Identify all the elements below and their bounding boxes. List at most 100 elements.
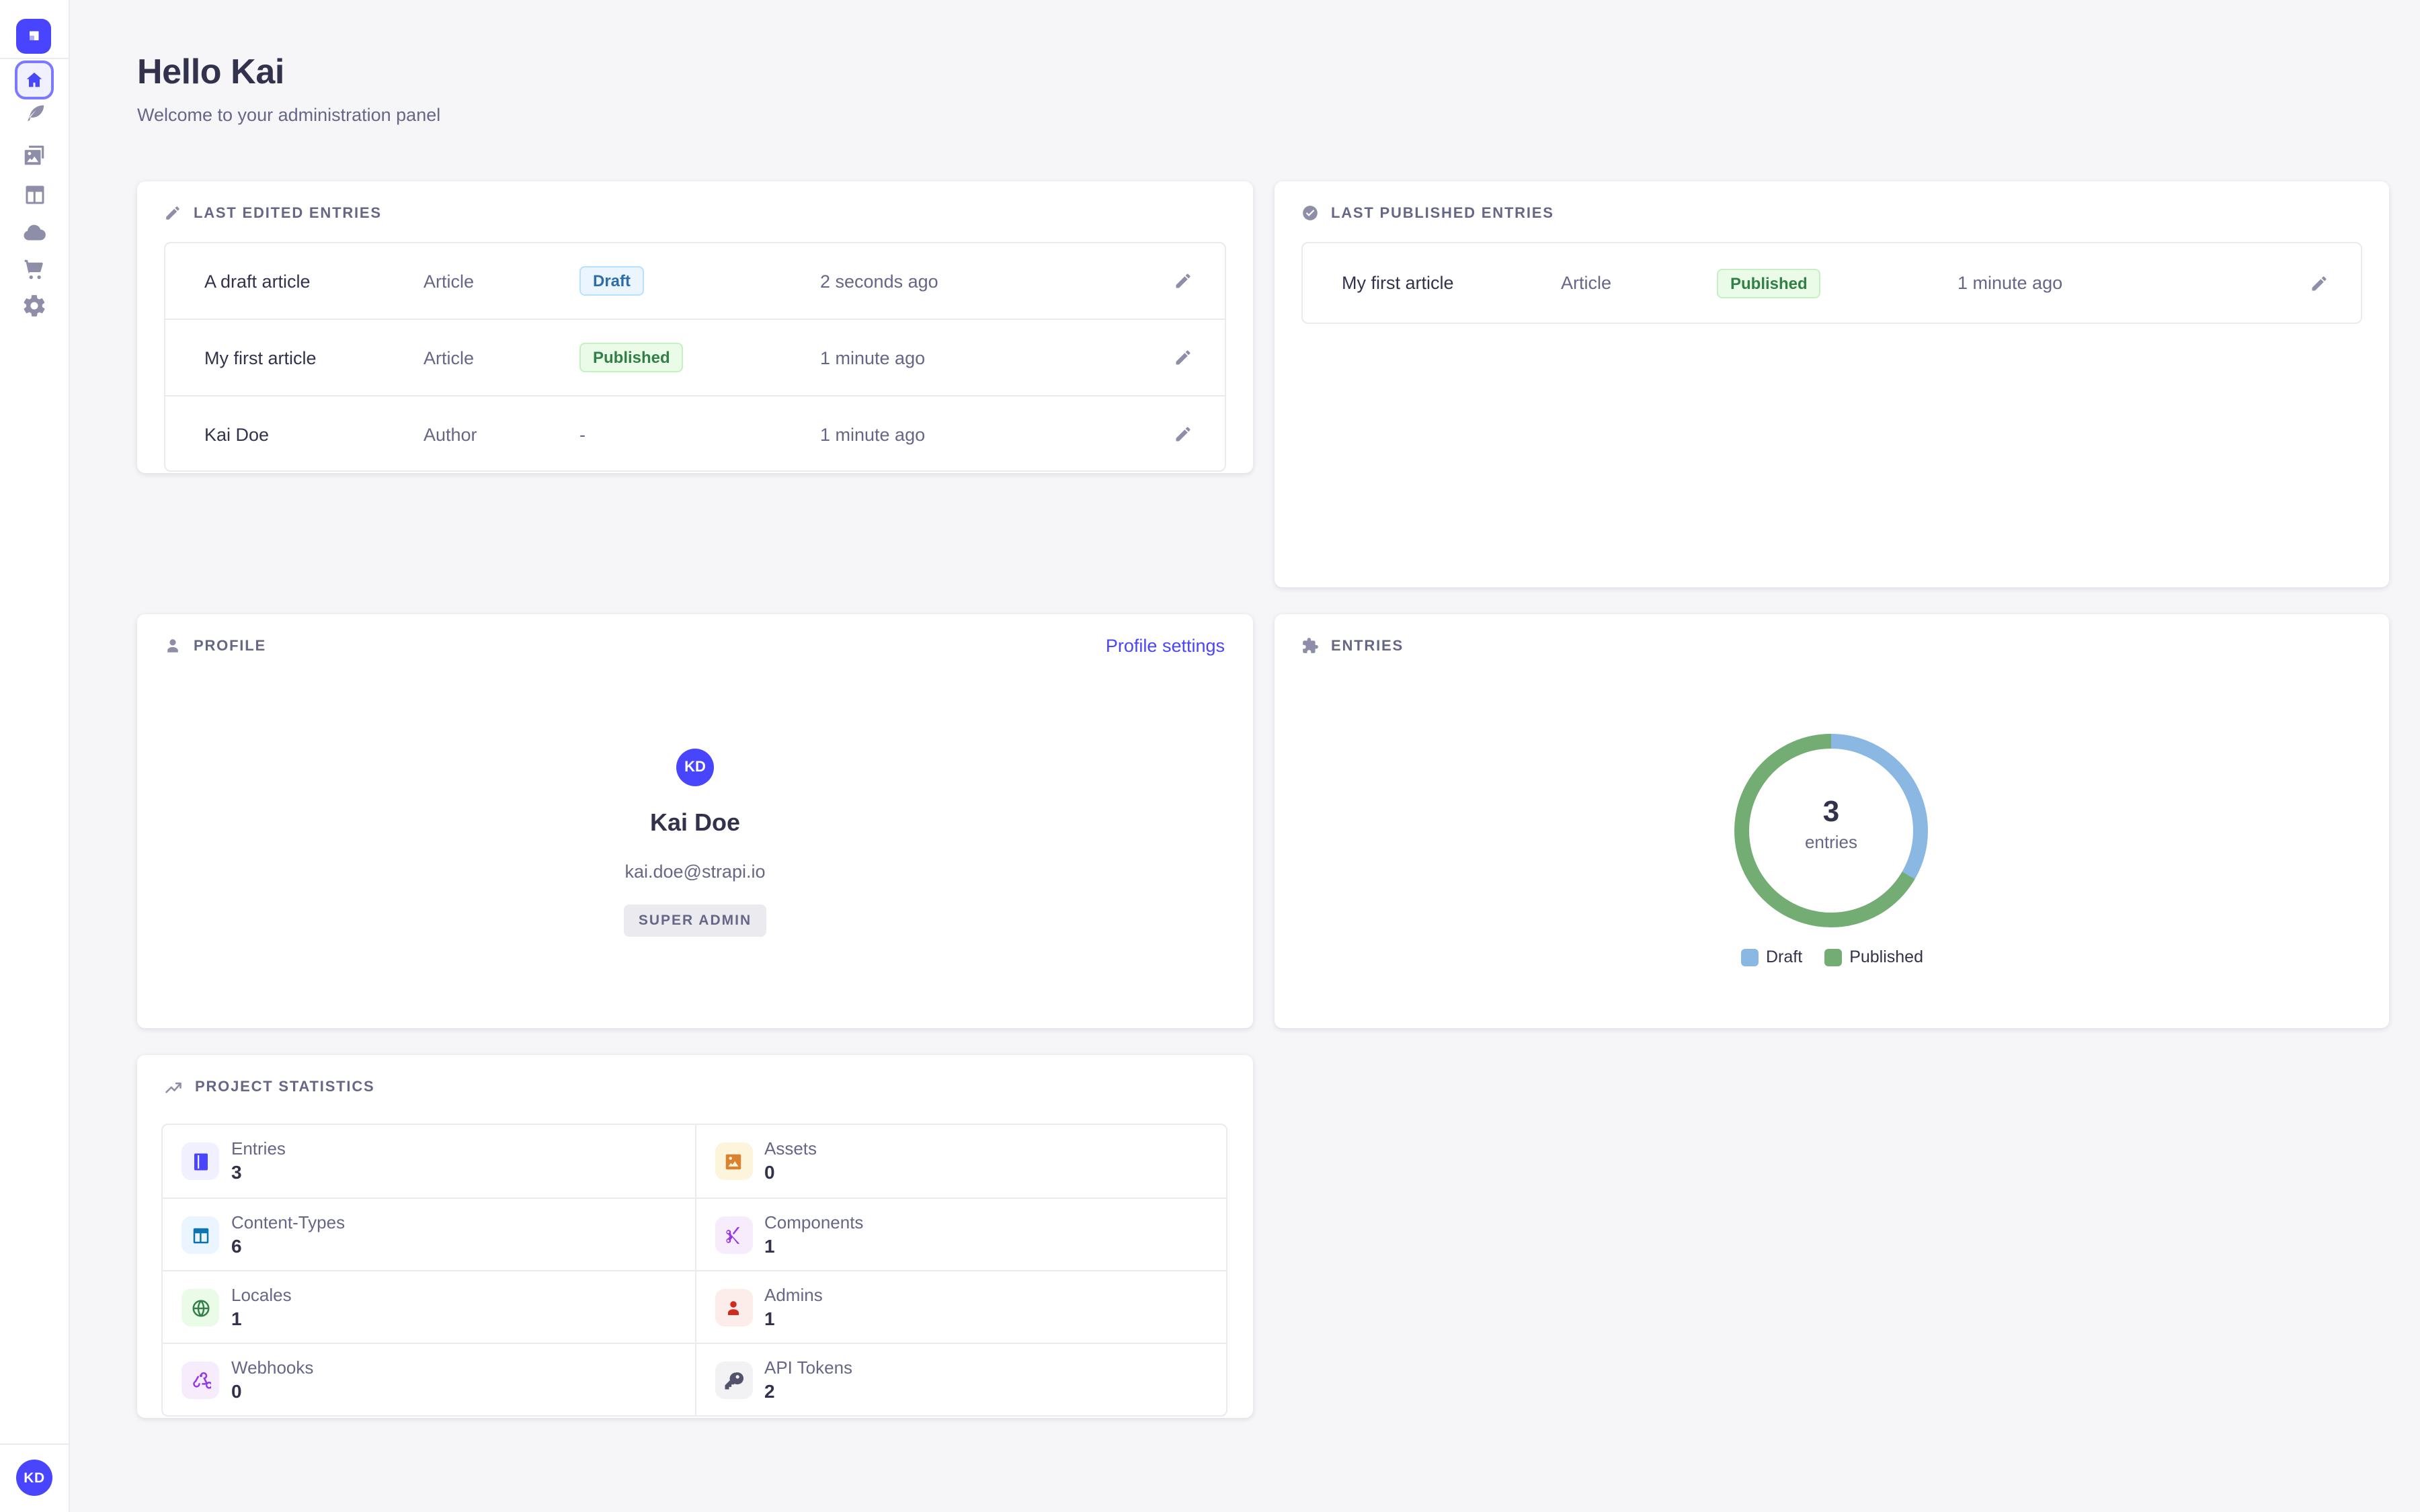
profile-title: PROFILE bbox=[194, 638, 266, 654]
person-icon bbox=[715, 1289, 752, 1327]
stat-content-types: Content-Types 6 bbox=[163, 1198, 694, 1270]
check-circle-icon bbox=[1301, 204, 1319, 222]
status-badge: Draft bbox=[579, 266, 645, 296]
stat-label: Assets bbox=[764, 1138, 817, 1159]
layout-icon bbox=[22, 183, 46, 207]
stat-value: 3 bbox=[231, 1161, 242, 1183]
sidebar: KD bbox=[0, 0, 70, 1512]
sidebar-item-content-type-builder[interactable] bbox=[0, 179, 69, 211]
donut-published-segment bbox=[1734, 734, 1928, 927]
sidebar-item-settings[interactable] bbox=[0, 289, 69, 321]
entries-chart-title: ENTRIES bbox=[1331, 638, 1404, 654]
entry-status: Published bbox=[1717, 268, 1958, 298]
stat-webhooks: Webhooks 0 bbox=[163, 1343, 694, 1415]
book-icon bbox=[182, 1142, 219, 1180]
cloud-icon bbox=[22, 220, 47, 245]
entry-name: My first article bbox=[1342, 273, 1454, 293]
page-title: Hello Kai bbox=[137, 51, 284, 91]
edit-entry-button[interactable] bbox=[1174, 271, 1193, 290]
sidebar-user-avatar[interactable]: KD bbox=[16, 1460, 52, 1496]
status-badge: Published bbox=[579, 343, 684, 372]
entry-type: Author bbox=[424, 424, 477, 444]
profile-name: Kai Doe bbox=[649, 809, 741, 836]
profile-email: kai.doe@strapi.io bbox=[624, 862, 766, 882]
last-published-entries-header: LAST PUBLISHED ENTRIES bbox=[1301, 204, 1554, 222]
stat-label: Webhooks bbox=[231, 1357, 314, 1378]
gear-icon bbox=[22, 292, 47, 318]
entry-time: 1 minute ago bbox=[820, 347, 926, 368]
trend-up-icon bbox=[164, 1078, 183, 1097]
stat-value: 1 bbox=[231, 1308, 242, 1329]
profile-header: PROFILE bbox=[164, 637, 266, 655]
sidebar-divider-bottom bbox=[0, 1443, 69, 1445]
stat-label: API Tokens bbox=[764, 1357, 853, 1378]
profile-settings-link[interactable]: Profile settings bbox=[1105, 636, 1225, 656]
stat-label: Admins bbox=[764, 1285, 823, 1305]
feather-icon bbox=[22, 102, 46, 126]
pencil-icon bbox=[1174, 348, 1193, 367]
entry-name: A draft article bbox=[204, 271, 311, 291]
home-icon bbox=[24, 70, 44, 90]
entry-type: Article bbox=[424, 271, 475, 291]
pencil-icon bbox=[164, 204, 182, 222]
scissors-icon bbox=[715, 1216, 752, 1254]
edit-entry-button[interactable] bbox=[1174, 348, 1193, 367]
layout-icon bbox=[182, 1216, 219, 1254]
project-statistics-header: PROJECT STATISTICS bbox=[164, 1078, 375, 1097]
edit-entry-button[interactable] bbox=[1174, 425, 1193, 444]
table-row: Kai Doe Author - 1 minute ago bbox=[165, 395, 1225, 472]
last-published-entries-table: My first article Article Published 1 min… bbox=[1301, 242, 2362, 324]
donut-center-value: 3 bbox=[1822, 794, 1840, 828]
last-edited-entries-table: A draft article Article Draft 2 seconds … bbox=[164, 242, 1226, 472]
stat-value: 0 bbox=[764, 1161, 775, 1183]
entry-time: 1 minute ago bbox=[1958, 273, 2063, 293]
stat-label: Components bbox=[764, 1212, 864, 1232]
stat-value: 1 bbox=[764, 1235, 775, 1257]
status-badge: Published bbox=[1717, 268, 1821, 298]
table-row: My first article Article Published 1 min… bbox=[165, 319, 1225, 395]
page-subtitle: Welcome to your administration panel bbox=[137, 105, 441, 125]
stat-admins: Admins 1 bbox=[694, 1270, 1226, 1343]
role-badge: SUPER ADMIN bbox=[623, 905, 767, 937]
donut-center-label: entries bbox=[1804, 832, 1858, 852]
stat-components: Components 1 bbox=[694, 1198, 1226, 1270]
cart-icon bbox=[22, 256, 47, 282]
sidebar-item-content-manager[interactable] bbox=[0, 98, 69, 130]
edit-entry-button[interactable] bbox=[2310, 274, 2329, 292]
entry-status: Draft bbox=[579, 266, 820, 296]
key-icon bbox=[715, 1361, 752, 1399]
puzzle-icon bbox=[1301, 637, 1319, 655]
stat-value: 2 bbox=[764, 1380, 775, 1402]
entry-time: 2 seconds ago bbox=[820, 271, 938, 291]
page-header: Hello Kai Welcome to your administration… bbox=[137, 51, 440, 125]
stat-api-tokens: API Tokens 2 bbox=[694, 1343, 1226, 1415]
profile-avatar: KD bbox=[676, 749, 714, 786]
webhook-icon bbox=[182, 1361, 219, 1399]
stat-value: 6 bbox=[231, 1235, 242, 1257]
sidebar-item-marketplace[interactable] bbox=[0, 253, 69, 285]
profile-card: PROFILE Profile settings KD Kai Doe kai.… bbox=[137, 614, 1253, 1028]
stat-value: 0 bbox=[231, 1380, 242, 1402]
entry-type: Article bbox=[1561, 273, 1612, 293]
entries-donut-chart: 3 entries bbox=[1730, 730, 1932, 931]
entry-name: My first article bbox=[204, 347, 317, 368]
last-edited-entries-header: LAST EDITED ENTRIES bbox=[164, 204, 382, 222]
table-row: My first article Article Published 1 min… bbox=[1303, 243, 2361, 323]
legend-item-draft: Draft bbox=[1740, 948, 1802, 966]
stat-assets: Assets 0 bbox=[694, 1125, 1226, 1198]
chart-legend: Draft Published bbox=[1275, 948, 2389, 966]
last-edited-entries-title: LAST EDITED ENTRIES bbox=[194, 205, 382, 221]
entries-chart-card: ENTRIES 3 entries Draft Published bbox=[1275, 614, 2389, 1028]
pencil-icon bbox=[1174, 425, 1193, 444]
globe-icon bbox=[182, 1289, 219, 1327]
entry-status: Published bbox=[579, 343, 820, 372]
entry-status: - bbox=[579, 424, 586, 444]
pencil-icon bbox=[1174, 271, 1193, 290]
strapi-logo bbox=[16, 19, 51, 54]
sidebar-item-media-library[interactable] bbox=[0, 138, 69, 171]
sidebar-item-cloud[interactable] bbox=[0, 216, 69, 249]
sidebar-item-home[interactable] bbox=[15, 60, 54, 99]
stat-label: Locales bbox=[231, 1285, 292, 1305]
profile-role: SUPER ADMIN bbox=[137, 905, 1253, 937]
